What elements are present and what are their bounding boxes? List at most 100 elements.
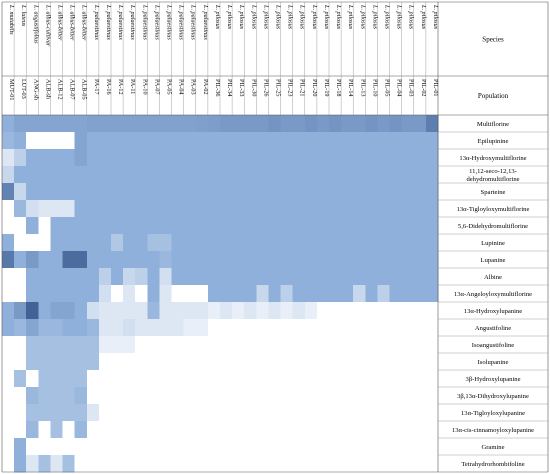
heatmap-cell [135, 336, 148, 354]
heatmap-cell [292, 132, 306, 150]
species-label: L. pilosus [335, 4, 342, 30]
heatmap-cell [147, 455, 160, 473]
heatmap-cell [292, 438, 306, 456]
heatmap-cell [389, 166, 402, 184]
population-label: PIL-20 [311, 79, 318, 97]
heatmap-cell [256, 336, 269, 354]
species-label: L. palaestinus [166, 4, 173, 40]
heatmap-cell [268, 166, 281, 184]
population-label: PIL-26 [262, 79, 269, 97]
heatmap-cell [425, 132, 439, 150]
heatmap-cell [401, 387, 415, 405]
heatmap-cell [256, 319, 269, 337]
heatmap-cell [50, 353, 63, 371]
heatmap-cell [316, 455, 330, 473]
heatmap-cell [123, 421, 136, 439]
heatmap-cell [195, 166, 209, 184]
row-label: 13α-Hydroxylupanine [464, 308, 522, 315]
heatmap-cell [389, 387, 402, 405]
heatmap-cell [389, 353, 402, 371]
heatmap-cell [304, 404, 318, 422]
heatmap-cell [14, 438, 27, 456]
heatmap-cell [171, 217, 184, 235]
heatmap-cell [123, 115, 136, 133]
heatmap-cell [26, 115, 39, 133]
heatmap-cell [316, 132, 330, 150]
heatmap-cell [220, 421, 233, 439]
heatmap-cell [62, 387, 75, 405]
heatmap-cell [341, 149, 354, 167]
heatmap-cell [98, 353, 112, 371]
heatmap-cell [183, 370, 197, 388]
heatmap-cell [74, 149, 88, 167]
heatmap-cell [341, 234, 354, 252]
heatmap-cell [50, 115, 63, 133]
heatmap-cell [377, 387, 390, 405]
heatmap-cell [26, 200, 39, 218]
heatmap-cell [86, 370, 100, 388]
heatmap-cell [135, 166, 148, 184]
heatmap-cell [183, 438, 197, 456]
heatmap-cell [232, 166, 245, 184]
heatmap-cell [98, 166, 112, 184]
heatmap-cell [62, 149, 75, 167]
heatmap-cell [207, 166, 221, 184]
heatmap-cell [232, 353, 245, 371]
heatmap-cell [26, 438, 39, 456]
heatmap-cell [195, 183, 209, 201]
heatmap-cell [123, 353, 136, 371]
heatmap-cell [74, 132, 88, 150]
heatmap-cell [425, 421, 439, 439]
heatmap-cell [74, 251, 88, 269]
heatmap-cell [2, 115, 15, 133]
heatmap-cell [401, 115, 415, 133]
heatmap-cell [86, 387, 100, 405]
heatmap-cell [111, 421, 124, 439]
heatmap-cell [123, 387, 136, 405]
heatmap-cell [304, 438, 318, 456]
heatmap-cell [341, 387, 354, 405]
heatmap-cell [62, 455, 75, 473]
heatmap-cell [304, 149, 318, 167]
heatmap-cell [232, 234, 245, 252]
heatmap-cell [377, 149, 390, 167]
heatmap-cell [232, 302, 245, 320]
heatmap-cell [280, 353, 293, 371]
heatmap-cell [244, 455, 257, 473]
heatmap-cell [135, 404, 148, 422]
heatmap-cell [14, 319, 27, 337]
heatmap-cell [244, 132, 257, 150]
heatmap-cell [14, 132, 27, 150]
heatmap-cell [268, 234, 281, 252]
species-label: L. pilosus [432, 4, 439, 30]
heatmap-cell [292, 115, 306, 133]
heatmap-cell [62, 404, 75, 422]
heatmap-cell [147, 370, 160, 388]
heatmap-cell [268, 183, 281, 201]
heatmap-cell [401, 268, 415, 286]
heatmap-cell [123, 166, 136, 184]
heatmap-cell [207, 183, 221, 201]
heatmap-cell [62, 234, 75, 252]
population-label: ALB-05 [81, 79, 88, 100]
heatmap-cell [74, 336, 88, 354]
heatmap-cell [207, 234, 221, 252]
heatmap-cell [329, 149, 342, 167]
heatmap-cell [135, 438, 148, 456]
heatmap-cell [377, 132, 390, 150]
population-label: PIL-18 [335, 79, 342, 97]
heatmap-cell [50, 387, 63, 405]
heatmap-cell [74, 115, 88, 133]
heatmap-cell [2, 336, 15, 354]
heatmap-cell [159, 234, 172, 252]
heatmap-cell [147, 285, 160, 303]
heatmap-cell [220, 404, 233, 422]
heatmap-cell [62, 217, 75, 235]
heatmap-cell [74, 217, 88, 235]
heatmap-cell [195, 115, 209, 133]
heatmap-cell [26, 132, 39, 150]
heatmap-cell [268, 370, 281, 388]
heatmap-cell [98, 336, 112, 354]
heatmap-cell [244, 319, 257, 337]
heatmap-cell [111, 336, 124, 354]
